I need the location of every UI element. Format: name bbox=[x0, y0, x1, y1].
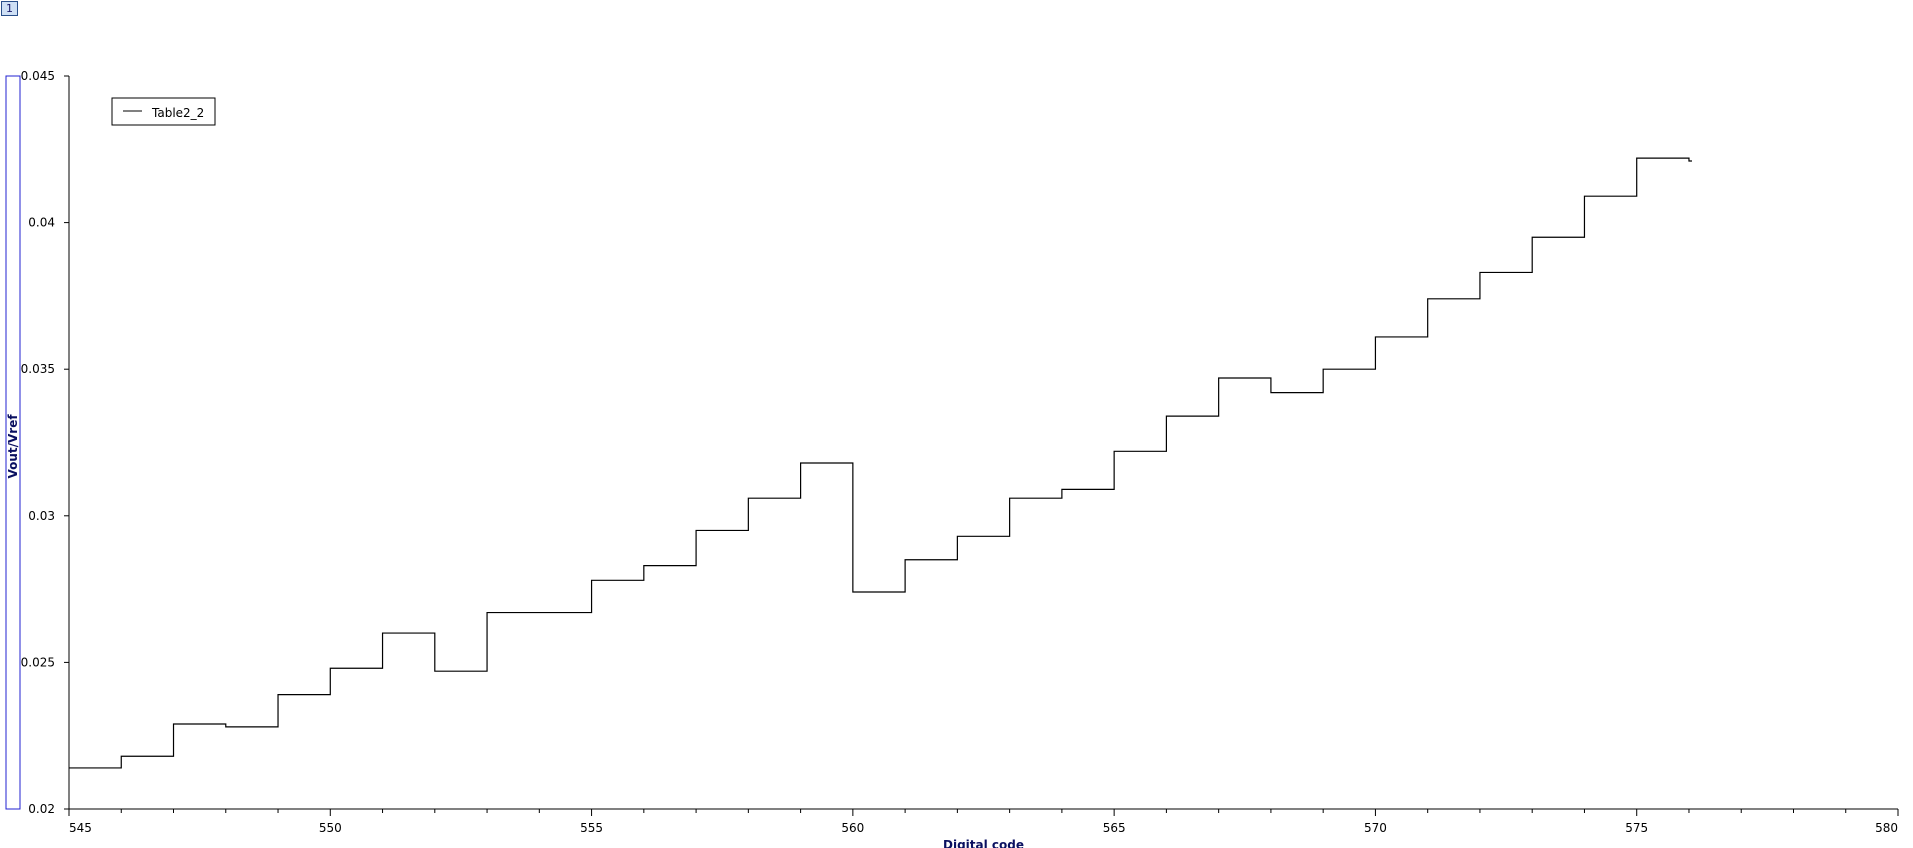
axes bbox=[68, 76, 1898, 810]
y-tick-label-2: 0.03 bbox=[28, 509, 55, 523]
x-tick-label-545: 545 bbox=[69, 821, 92, 835]
y-tick-label-1: 0.025 bbox=[21, 655, 55, 669]
legend-entry-table2-2: Table2_2 bbox=[151, 106, 204, 120]
y-axis-title: Vout/Vref bbox=[6, 414, 20, 479]
x-tick-label-560: 560 bbox=[841, 821, 864, 835]
x-ticks: 545 550 555 560 565 570 575 580 bbox=[68, 809, 1899, 835]
legend: Table2_2 bbox=[111, 97, 216, 126]
y-axis-title-frame bbox=[5, 75, 21, 810]
y-tick-label-3: 0.035 bbox=[21, 362, 55, 376]
y-tick-label-0: 0.02 bbox=[28, 802, 55, 816]
x-tick-label-550: 550 bbox=[319, 821, 342, 835]
x-tick-label-555: 555 bbox=[580, 821, 603, 835]
x-axis-title: Digital code bbox=[943, 838, 1024, 848]
series-layer bbox=[69, 157, 1692, 769]
x-tick-label-565: 565 bbox=[1103, 821, 1126, 835]
y-ticks: 0.02 0.025 0.03 0.035 0.04 0.045 bbox=[21, 69, 69, 816]
layer-badge[interactable]: 1 bbox=[1, 1, 18, 16]
y-tick-label-5: 0.045 bbox=[21, 69, 55, 83]
series-line-table2-2 bbox=[69, 157, 1692, 769]
y-tick-label-4: 0.04 bbox=[28, 216, 55, 230]
x-tick-label-575: 575 bbox=[1625, 821, 1648, 835]
x-tick-label-580: 580 bbox=[1875, 821, 1898, 835]
x-tick-label-570: 570 bbox=[1364, 821, 1387, 835]
